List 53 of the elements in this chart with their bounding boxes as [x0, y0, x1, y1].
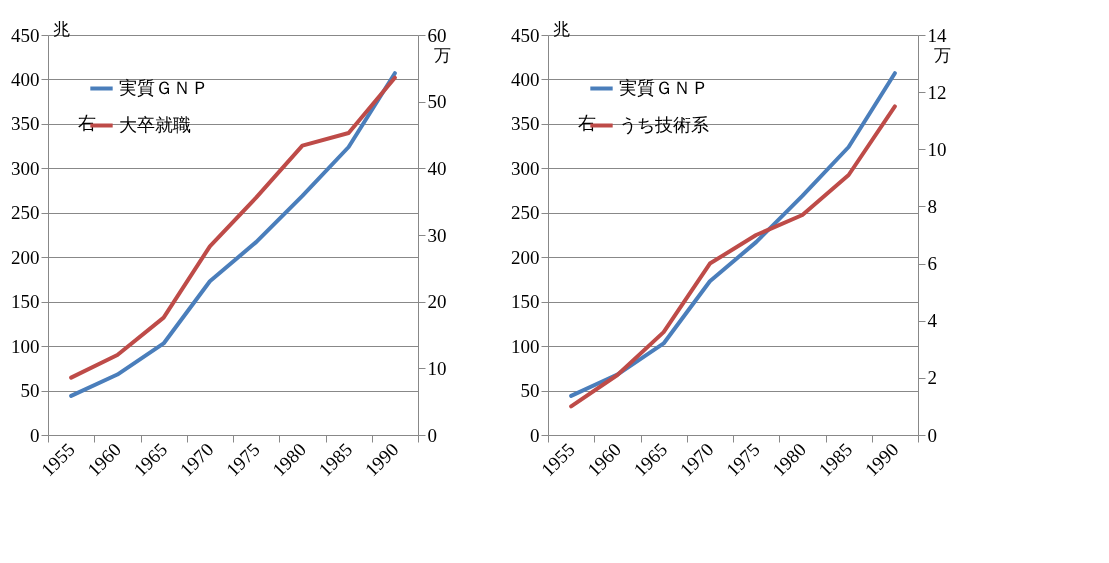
y-tick-label: 50: [520, 380, 540, 402]
y-tick-label: 0: [530, 424, 540, 446]
x-tick-label: 1990: [360, 438, 403, 481]
y-tick-label: 50: [20, 380, 40, 402]
y2-tick-label: 2: [927, 367, 937, 389]
y2-tick-label: 0: [427, 424, 437, 446]
x-tick-label: 1960: [583, 438, 625, 481]
y2-tick-label: 4: [927, 310, 938, 332]
y-tick-label: 450: [11, 24, 40, 46]
y-tick-label: 300: [511, 157, 540, 179]
y-tick-label: 250: [511, 202, 540, 224]
annotation: 右: [578, 113, 596, 133]
y-tick-label: 100: [11, 335, 40, 357]
y-tick-label: 250: [11, 202, 40, 224]
y2-tick-label: 12: [927, 81, 947, 103]
y-tick-label: 150: [11, 291, 40, 313]
y2-tick-label: 40: [427, 157, 447, 179]
y-tick-label: 400: [511, 68, 540, 90]
y2-tick-label: 8: [927, 195, 937, 217]
x-tick-label: 1980: [268, 438, 310, 481]
x-tick-label: 1970: [175, 438, 218, 481]
y-tick-label: 450: [511, 24, 540, 46]
legend-label: 大卒就職: [119, 114, 191, 135]
y2-tick-label: 60: [427, 24, 447, 46]
legend-label: 実質ＧＮＰ: [619, 77, 709, 98]
y2-tick-label: 0: [927, 424, 937, 446]
y2-tick-label: 20: [427, 291, 447, 313]
y-tick-label: 350: [511, 113, 540, 135]
legend-label: うち技術系: [619, 114, 709, 135]
y-tick-label: 200: [511, 246, 540, 268]
y-axis-title: 兆: [552, 19, 570, 39]
x-tick-label: 1980: [768, 438, 810, 481]
y2-axis-title: 万: [933, 45, 951, 65]
y-tick-label: 0: [30, 424, 40, 446]
y-tick-label: 200: [11, 246, 40, 268]
x-tick-label: 1960: [83, 438, 125, 481]
legend-label: 実質ＧＮＰ: [119, 77, 209, 98]
y2-tick-label: 10: [927, 138, 947, 160]
y2-tick-label: 14: [927, 24, 947, 46]
y-axis-title: 兆: [52, 19, 70, 39]
y-tick-label: 100: [511, 335, 540, 357]
y2-tick-label: 6: [927, 253, 937, 275]
y2-tick-label: 30: [427, 224, 447, 246]
x-tick-label: 1970: [675, 438, 718, 481]
y2-tick-label: 10: [427, 357, 447, 379]
y2-tick-label: 50: [427, 91, 447, 113]
y2-axis-title: 万: [433, 45, 451, 65]
x-tick-label: 1990: [860, 438, 903, 481]
y-tick-label: 350: [11, 113, 40, 135]
y-tick-label: 400: [11, 68, 40, 90]
y-tick-label: 150: [511, 291, 540, 313]
y-tick-label: 300: [11, 157, 40, 179]
annotation: 右: [78, 113, 96, 133]
